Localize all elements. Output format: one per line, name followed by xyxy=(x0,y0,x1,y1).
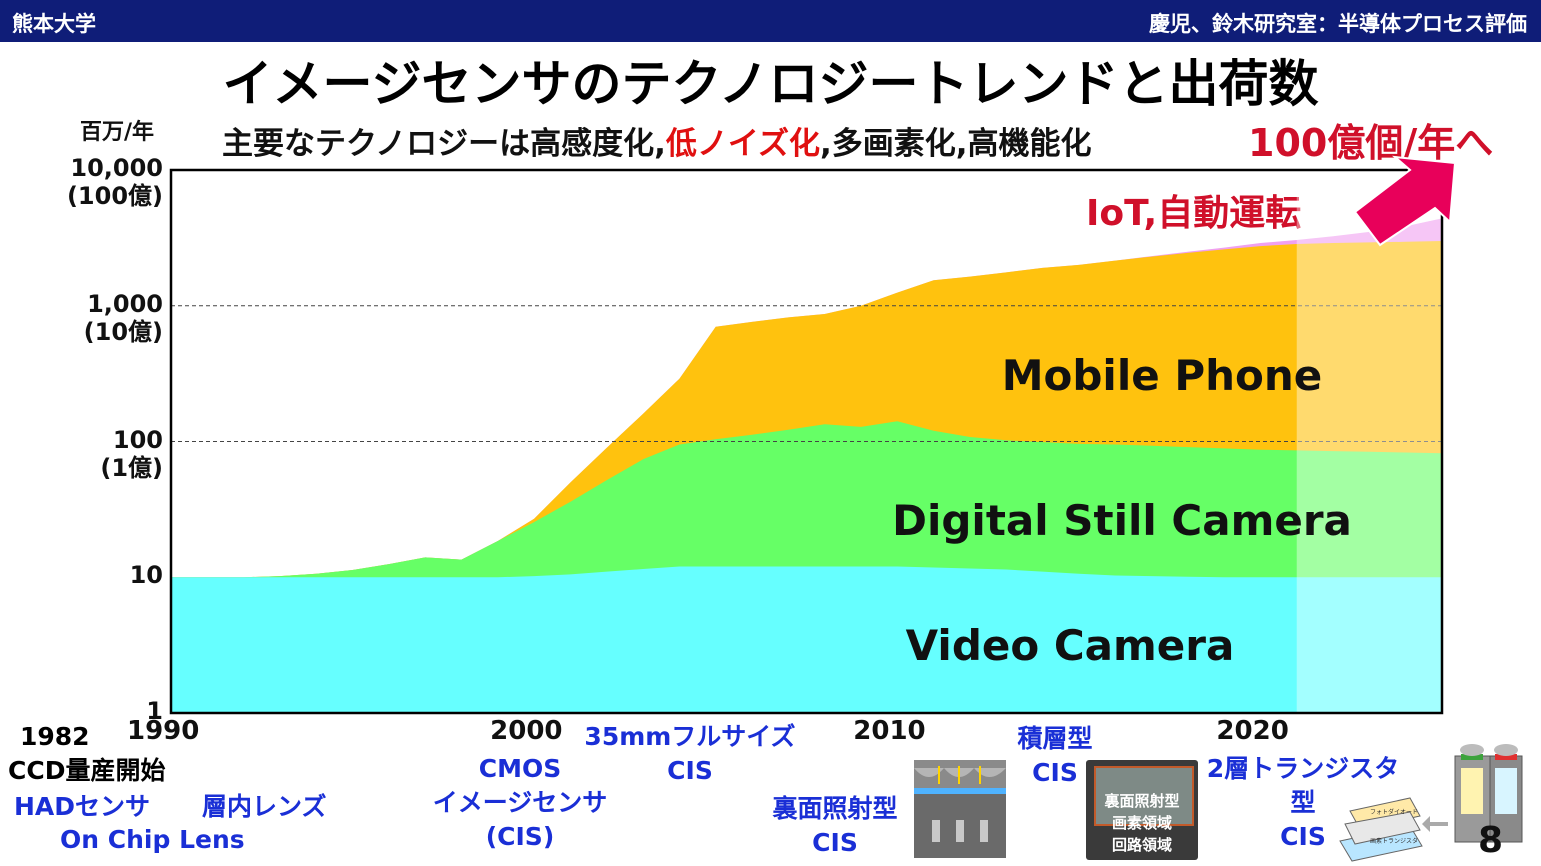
series-label-mobile-phone: Mobile Phone xyxy=(1002,351,1323,400)
cmos-line1: CMOS xyxy=(478,754,562,783)
subtitle-part1: 主要なテクノロジーは高感度化, xyxy=(222,126,666,162)
forecast-overlay xyxy=(1296,170,1442,713)
bsi-line2: CIS xyxy=(812,828,858,857)
stacked-image-line3: 回路領域 xyxy=(1111,836,1172,854)
fullsize-label: 35mmフルサイズ CIS xyxy=(580,720,800,788)
y-tick-1000: 1,000 (10億) xyxy=(3,290,163,346)
subtitle: 主要なテクノロジーは高感度化,低ノイズ化,多画素化,高機能化 xyxy=(222,118,1092,163)
twolayer-line1: 2層トランジスタ型 xyxy=(1206,754,1400,817)
page-number: 8 xyxy=(1477,820,1503,861)
photodiode-text: フォトダイオード xyxy=(1370,808,1418,816)
cmos-line3: (CIS) xyxy=(485,822,555,851)
stacked-sensor-image: 裏面照射型 画素領域 回路領域 xyxy=(1086,760,1198,860)
y-tick-10000: 10,000 (100億) xyxy=(3,154,163,210)
area-video-camera xyxy=(171,566,1442,713)
series-label-digital-still-camera: Digital Still Camera xyxy=(892,496,1352,545)
cmos-line2: イメージセンサ xyxy=(432,788,608,817)
ccd-start: CCD量産開始 xyxy=(8,756,166,785)
cmos-label: CMOS イメージセンサ (CIS) xyxy=(430,752,610,854)
y-tick-label: 1 xyxy=(146,697,163,725)
bsi-cross-section-image xyxy=(914,760,1006,858)
stacked-image-line1: 裏面照射型 xyxy=(1104,792,1180,810)
y-tick-label: 10,000 xyxy=(70,154,163,182)
x-tick-2020: 2020 xyxy=(1216,716,1289,746)
twolayer-line2: CIS xyxy=(1280,822,1326,851)
series-labels: Mobile Phone Digital Still Camera Video Ca… xyxy=(892,351,1352,670)
stacked-image-text: 裏面照射型 画素領域 回路領域 xyxy=(1086,790,1198,856)
lab-name: 慶児、鈴木研究室：半導体プロセス評価 xyxy=(1149,12,1527,36)
x-tick-1990: 1990 xyxy=(127,716,200,746)
fullsize-line2: CIS xyxy=(667,756,713,785)
fullsize-line1: 35mmフルサイズ xyxy=(584,722,796,751)
bsi-line1: 裏面照射型 xyxy=(772,794,898,823)
plot-frame xyxy=(169,168,1444,715)
subtitle-red: 低ノイズ化 xyxy=(665,126,820,162)
on-chip-lens: On Chip Lens xyxy=(60,825,245,854)
university-name: 熊本大学 xyxy=(12,12,96,36)
y-tick-sublabel: (10億) xyxy=(83,317,163,346)
y-tick-sublabel: (1億) xyxy=(100,453,163,482)
y-axis-units: 百万/年 xyxy=(80,120,155,145)
iot-label: IoT,自動運転 xyxy=(1086,193,1302,234)
inner-lens: 層内レンズ xyxy=(202,792,327,821)
two-layer-transistor-image: フォトダイオード 画素トランジスタ xyxy=(1339,744,1523,862)
x-tick-2010: 2010 xyxy=(853,716,926,746)
y-tick-label: 10 xyxy=(129,561,163,590)
subtitle-part2: ,多画素化,高機能化 xyxy=(820,126,1092,162)
chart-gridlines xyxy=(171,305,1442,442)
y-tick-sublabel: (100億) xyxy=(66,182,163,210)
stacked-line1: 積層型 xyxy=(1017,724,1093,753)
pixel-region-block xyxy=(1094,766,1194,826)
twolayer-label: 2層トランジスタ型 CIS xyxy=(1196,752,1410,854)
y-tick-label: 100 xyxy=(112,425,163,454)
y-tick-1: 1 xyxy=(3,697,163,725)
future-note: 100億個/年へ xyxy=(1248,121,1494,165)
bsi-label: 裏面照射型 CIS xyxy=(750,792,920,860)
header-bar: 熊本大学 慶児、鈴木研究室：半導体プロセス評価 xyxy=(0,0,1541,42)
stacked-line2: CIS xyxy=(1032,758,1078,787)
y-tick-100: 100 (1億) xyxy=(3,426,163,482)
chart-areas xyxy=(171,218,1442,713)
series-label-video-camera: Video Camera xyxy=(906,621,1235,670)
trend-arrow xyxy=(1353,155,1457,247)
x-tick-2000: 2000 xyxy=(490,716,563,746)
had-sensor: HADセンサ xyxy=(14,792,151,821)
pixel-transistor-text: 画素トランジスタ xyxy=(1370,837,1418,845)
stacked-label: 積層型 CIS xyxy=(1005,722,1105,790)
slide-title: イメージセンサのテクノロジートレンドと出荷数 xyxy=(222,55,1319,113)
year-1982: 1982 xyxy=(20,722,90,751)
stacked-image-line2: 画素領域 xyxy=(1111,814,1172,832)
y-tick-10: 10 xyxy=(3,561,163,589)
y-tick-label: 1,000 xyxy=(87,289,163,318)
